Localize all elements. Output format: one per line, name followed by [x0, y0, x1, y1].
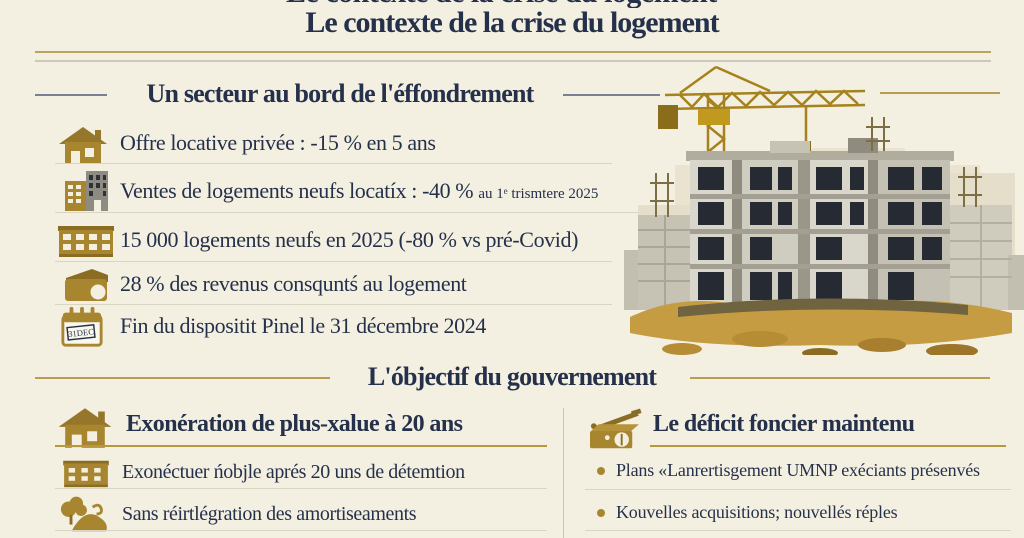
- row-separator: [55, 304, 612, 305]
- row-separator: [585, 489, 1011, 490]
- row-separator: [55, 163, 612, 164]
- stat-item: Ventes de logements neufs locatíx : -40 …: [120, 178, 598, 204]
- apartment-icon: [58, 226, 114, 257]
- column-divider: [563, 408, 564, 538]
- stat-text: 15 000 logements neufs en 2025 (-80 % vs…: [120, 227, 579, 252]
- divider-gold: [35, 51, 991, 53]
- stat-item: 28 % des revenus consquntś au logement: [120, 271, 467, 297]
- left-column-title: Exonération de plus-xalue à 20 ans: [126, 411, 463, 437]
- section1-title: Un secteur au bord de l'éffondrement: [146, 79, 535, 108]
- house-icon: [58, 408, 112, 448]
- header-dash: [35, 94, 107, 96]
- wallet-icon: [65, 269, 108, 301]
- row-separator: [55, 530, 547, 531]
- row-separator: [55, 261, 612, 262]
- stat-text: 28 % des revenus consquntś au logement: [120, 271, 467, 296]
- row-separator: [55, 212, 640, 213]
- section2-title: L'óbjectif du gouvernement: [367, 362, 657, 391]
- construction-site-illustration: [624, 65, 1024, 355]
- tree-icon: [60, 496, 107, 532]
- right-item-text: Kouvelles acquisitions; nouvellés réples: [616, 502, 898, 522]
- scaffolding: [650, 117, 982, 217]
- divider-gray: [35, 60, 991, 62]
- calendar-icon: 31DEC: [61, 306, 103, 347]
- stat-item: 15 000 logements neufs en 2025 (-80 % vs…: [120, 227, 578, 253]
- left-item-text: Sans réirtlégration des amortiseaments: [122, 503, 417, 525]
- header-dash: [563, 94, 660, 96]
- house-icon: [59, 127, 107, 163]
- cashbox-icon: [590, 408, 642, 449]
- stat-item: Offre locative privée : -15 % en 5 ans: [120, 130, 436, 156]
- stat-item: Fin du dispositit Pinel le 31 décembre 2…: [120, 313, 486, 339]
- stat-suffix: au 1ᵉ trismtere 2025: [478, 186, 599, 202]
- row-separator: [585, 530, 1011, 531]
- header-dash: [690, 377, 990, 379]
- right-item-text: Plans «Lanrertisgement UMNP exéciants pr…: [616, 460, 980, 480]
- buildings-icon: [65, 171, 108, 211]
- stat-text: Ventes de logements neufs locatíx : -40 …: [120, 178, 474, 203]
- bullet-dot: [597, 509, 605, 517]
- stat-text: Fin du dispositit Pinel le 31 décembre 2…: [120, 313, 486, 338]
- header-dash: [35, 377, 330, 379]
- gold-underline: [55, 445, 547, 447]
- bullet-dot: [597, 467, 605, 475]
- gold-underline: [650, 445, 1006, 447]
- left-item-text: Exonéctuer ńobjle aprés 20 uns de détemt…: [122, 461, 465, 483]
- stat-text: Offre locative privée : -15 % en 5 ans: [120, 130, 436, 155]
- row-separator: [55, 488, 547, 489]
- building-icon: [63, 460, 109, 488]
- header-dash: [880, 92, 1000, 94]
- clipped-text-fragment: Le contexte de la crise du logement: [276, 0, 936, 8]
- page-title: Le contexte de la crise du logement: [305, 6, 719, 39]
- calendar-label: 31DEC: [68, 326, 95, 339]
- right-column-title: Le déficit foncier maintenu: [653, 411, 915, 437]
